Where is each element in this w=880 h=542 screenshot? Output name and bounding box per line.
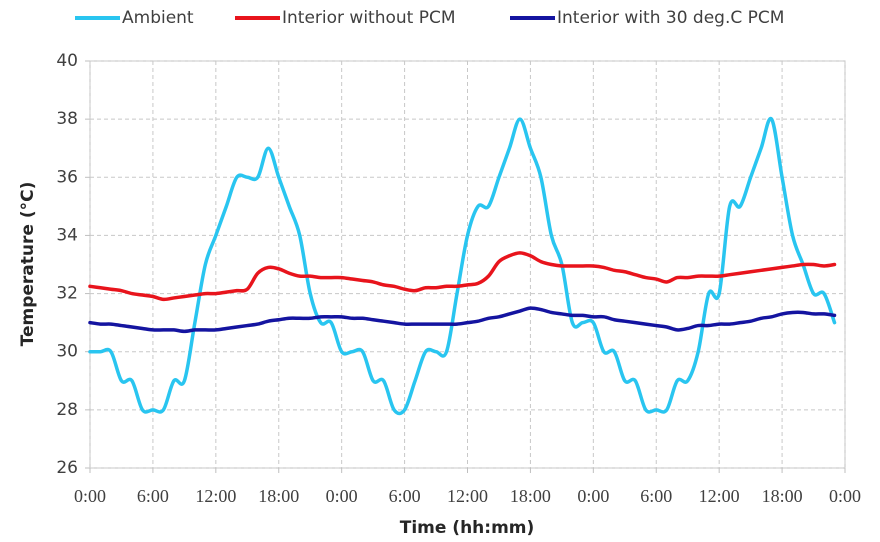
y-tick-label: 30 [56, 342, 78, 362]
x-tick-label: 6:00 [137, 486, 169, 506]
x-tick-label: 18:00 [510, 486, 551, 506]
y-tick-label: 40 [56, 51, 78, 71]
x-tick-label: 12:00 [447, 486, 488, 506]
x-tick-label: 12:00 [699, 486, 740, 506]
x-tick-label: 0:00 [326, 486, 358, 506]
x-tick-label: 18:00 [258, 486, 299, 506]
legend-label: Ambient [122, 8, 194, 28]
x-tick-label: 6:00 [640, 486, 672, 506]
y-tick-label: 36 [56, 167, 78, 187]
series-line [88, 116, 837, 416]
series-line [88, 306, 837, 334]
x-tick-label: 0:00 [74, 486, 106, 506]
y-tick-label: 32 [56, 284, 78, 304]
y-tick-label: 34 [56, 225, 78, 245]
legend-label: Interior with 30 deg.C PCM [557, 8, 784, 28]
y-axis-title: Temperature (°C) [18, 182, 38, 347]
x-tick-label: 6:00 [389, 486, 421, 506]
x-tick-label: 0:00 [577, 486, 609, 506]
x-tick-label: 0:00 [829, 486, 861, 506]
y-tick-label: 26 [56, 458, 78, 478]
legend-label: Interior without PCM [282, 8, 456, 28]
series-line [88, 251, 837, 302]
y-tick-label: 38 [56, 109, 78, 129]
y-tick-label: 28 [56, 400, 78, 420]
x-tick-label: 18:00 [762, 486, 803, 506]
x-axis-title: Time (hh:mm) [400, 518, 535, 538]
x-tick-label: 12:00 [195, 486, 236, 506]
